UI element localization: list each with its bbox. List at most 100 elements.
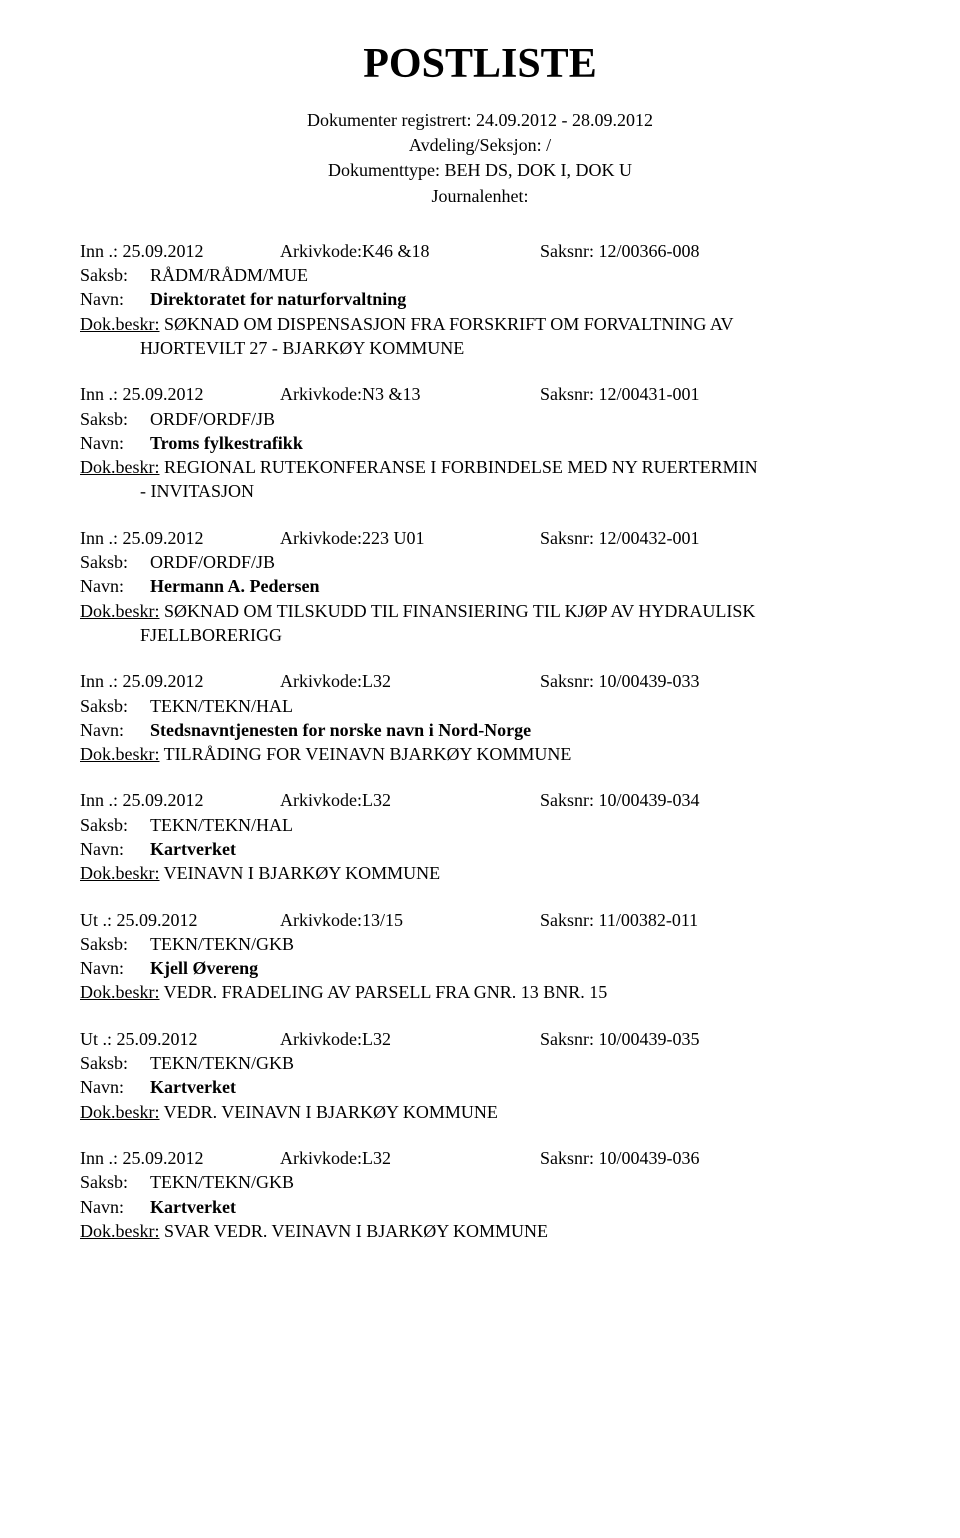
entry-top-line: Ut .: 25.09.2012Arkivkode:13/15Saksnr: 1…: [80, 908, 880, 932]
entry-saksb-line: Saksb:TEKN/TEKN/GKB: [80, 1170, 880, 1194]
dokbeskr-text1: VEDR. VEINAVN I BJARKØY KOMMUNE: [160, 1102, 498, 1122]
entry-dokbeskr-line: Dok.beskr: SVAR VEDR. VEINAVN I BJARKØY …: [80, 1219, 880, 1243]
dokbeskr-label: Dok.beskr:: [80, 314, 160, 334]
entry-prefix: Inn .: 25.09.2012: [80, 239, 280, 263]
entry-prefix: Ut .: 25.09.2012: [80, 908, 280, 932]
saksb-label: Saksb:: [80, 407, 150, 431]
dokbeskr-text1: SØKNAD OM DISPENSASJON FRA FORSKRIFT OM …: [160, 314, 734, 334]
entry-saksnr: Saksnr: 12/00431-001: [540, 382, 880, 406]
entry-top-line: Inn .: 25.09.2012Arkivkode:L32Saksnr: 10…: [80, 788, 880, 812]
entry-top-line: Ut .: 25.09.2012Arkivkode:L32Saksnr: 10/…: [80, 1027, 880, 1051]
entry-arkivkode: Arkivkode:L32: [280, 669, 540, 693]
navn-label: Navn:: [80, 956, 150, 980]
navn-label: Navn:: [80, 1195, 150, 1219]
entry-navn-line: Navn:Direktoratet for naturforvaltning: [80, 287, 880, 311]
entry-top-line: Inn .: 25.09.2012Arkivkode:L32Saksnr: 10…: [80, 1146, 880, 1170]
document-header: Dokumenter registrert: 24.09.2012 - 28.0…: [80, 108, 880, 209]
entry-prefix: Inn .: 25.09.2012: [80, 788, 280, 812]
navn-value: Direktoratet for naturforvaltning: [150, 289, 406, 309]
dokbeskr-text2: HJORTEVILT 27 - BJARKØY KOMMUNE: [80, 336, 880, 360]
navn-value: Kjell Øvereng: [150, 958, 258, 978]
navn-label: Navn:: [80, 287, 150, 311]
entry-saksb-line: Saksb:TEKN/TEKN/GKB: [80, 1051, 880, 1075]
entry-item: Inn .: 25.09.2012Arkivkode:K46 &18Saksnr…: [80, 239, 880, 360]
entry-item: Ut .: 25.09.2012Arkivkode:13/15Saksnr: 1…: [80, 908, 880, 1005]
entry-item: Inn .: 25.09.2012Arkivkode:223 U01Saksnr…: [80, 526, 880, 647]
dokbeskr-text1: VEDR. FRADELING AV PARSELL FRA GNR. 13 B…: [160, 982, 608, 1002]
navn-label: Navn:: [80, 1075, 150, 1099]
dokbeskr-text2: FJELLBORERIGG: [80, 623, 880, 647]
saksb-label: Saksb:: [80, 550, 150, 574]
entry-prefix: Inn .: 25.09.2012: [80, 382, 280, 406]
navn-label: Navn:: [80, 718, 150, 742]
dokbeskr-text1: REGIONAL RUTEKONFERANSE I FORBINDELSE ME…: [160, 457, 758, 477]
dokbeskr-label: Dok.beskr:: [80, 982, 160, 1002]
saksb-value: TEKN/TEKN/HAL: [150, 815, 293, 835]
navn-value: Hermann A. Pedersen: [150, 576, 319, 596]
entry-navn-line: Navn:Kjell Øvereng: [80, 956, 880, 980]
dokbeskr-text1: VEINAVN I BJARKØY KOMMUNE: [160, 863, 441, 883]
entry-navn-line: Navn:Troms fylkestrafikk: [80, 431, 880, 455]
entry-top-line: Inn .: 25.09.2012Arkivkode:223 U01Saksnr…: [80, 526, 880, 550]
entry-saksb-line: Saksb:ORDF/ORDF/JB: [80, 550, 880, 574]
entry-prefix: Inn .: 25.09.2012: [80, 526, 280, 550]
entry-item: Inn .: 25.09.2012Arkivkode:L32Saksnr: 10…: [80, 1146, 880, 1243]
entry-dokbeskr-line: Dok.beskr: TILRÅDING FOR VEINAVN BJARKØY…: [80, 742, 880, 766]
entry-top-line: Inn .: 25.09.2012Arkivkode:N3 &13Saksnr:…: [80, 382, 880, 406]
entry-dokbeskr-line: Dok.beskr: VEDR. VEINAVN I BJARKØY KOMMU…: [80, 1100, 880, 1124]
entry-saksb-line: Saksb:TEKN/TEKN/HAL: [80, 813, 880, 837]
saksb-label: Saksb:: [80, 263, 150, 287]
entry-dokbeskr-line: Dok.beskr: VEINAVN I BJARKØY KOMMUNE: [80, 861, 880, 885]
entry-navn-line: Navn:Kartverket: [80, 1195, 880, 1219]
saksb-label: Saksb:: [80, 1170, 150, 1194]
entry-item: Inn .: 25.09.2012Arkivkode:N3 &13Saksnr:…: [80, 382, 880, 503]
entry-saksnr: Saksnr: 10/00439-033: [540, 669, 880, 693]
header-line4: Journalenhet:: [80, 184, 880, 209]
navn-label: Navn:: [80, 837, 150, 861]
entry-dokbeskr-line: Dok.beskr: VEDR. FRADELING AV PARSELL FR…: [80, 980, 880, 1004]
entry-saksnr: Saksnr: 11/00382-011: [540, 908, 880, 932]
dokbeskr-text2: - INVITASJON: [80, 479, 880, 503]
header-line2: Avdeling/Seksjon: /: [80, 133, 880, 158]
entry-arkivkode: Arkivkode:13/15: [280, 908, 540, 932]
navn-value: Stedsnavntjenesten for norske navn i Nor…: [150, 720, 531, 740]
entry-saksnr: Saksnr: 10/00439-036: [540, 1146, 880, 1170]
entry-saksb-line: Saksb:ORDF/ORDF/JB: [80, 407, 880, 431]
entry-saksb-line: Saksb:RÅDM/RÅDM/MUE: [80, 263, 880, 287]
dokbeskr-label: Dok.beskr:: [80, 601, 160, 621]
navn-value: Kartverket: [150, 1077, 236, 1097]
entries-list: Inn .: 25.09.2012Arkivkode:K46 &18Saksnr…: [80, 239, 880, 1243]
dokbeskr-text1: SØKNAD OM TILSKUDD TIL FINANSIERING TIL …: [160, 601, 756, 621]
header-line1: Dokumenter registrert: 24.09.2012 - 28.0…: [80, 108, 880, 133]
saksb-label: Saksb:: [80, 694, 150, 718]
dokbeskr-text1: SVAR VEDR. VEINAVN I BJARKØY KOMMUNE: [160, 1221, 549, 1241]
entry-navn-line: Navn:Kartverket: [80, 837, 880, 861]
entry-dokbeskr-line: Dok.beskr: SØKNAD OM TILSKUDD TIL FINANS…: [80, 599, 880, 623]
navn-label: Navn:: [80, 431, 150, 455]
entry-saksnr: Saksnr: 12/00432-001: [540, 526, 880, 550]
saksb-value: RÅDM/RÅDM/MUE: [150, 265, 308, 285]
entry-dokbeskr-line: Dok.beskr: REGIONAL RUTEKONFERANSE I FOR…: [80, 455, 880, 479]
entry-prefix: Inn .: 25.09.2012: [80, 1146, 280, 1170]
entry-dokbeskr-line: Dok.beskr: SØKNAD OM DISPENSASJON FRA FO…: [80, 312, 880, 336]
entry-arkivkode: Arkivkode:K46 &18: [280, 239, 540, 263]
entry-top-line: Inn .: 25.09.2012Arkivkode:L32Saksnr: 10…: [80, 669, 880, 693]
header-line3: Dokumenttype: BEH DS, DOK I, DOK U: [80, 158, 880, 183]
saksb-label: Saksb:: [80, 932, 150, 956]
entry-navn-line: Navn:Hermann A. Pedersen: [80, 574, 880, 598]
navn-value: Kartverket: [150, 1197, 236, 1217]
entry-item: Inn .: 25.09.2012Arkivkode:L32Saksnr: 10…: [80, 788, 880, 885]
dokbeskr-text1: TILRÅDING FOR VEINAVN BJARKØY KOMMUNE: [160, 744, 572, 764]
saksb-label: Saksb:: [80, 813, 150, 837]
dokbeskr-label: Dok.beskr:: [80, 1102, 160, 1122]
entry-item: Inn .: 25.09.2012Arkivkode:L32Saksnr: 10…: [80, 669, 880, 766]
saksb-value: ORDF/ORDF/JB: [150, 552, 275, 572]
saksb-value: TEKN/TEKN/GKB: [150, 1053, 294, 1073]
entry-navn-line: Navn:Stedsnavntjenesten for norske navn …: [80, 718, 880, 742]
entry-arkivkode: Arkivkode:L32: [280, 1146, 540, 1170]
saksb-value: TEKN/TEKN/HAL: [150, 696, 293, 716]
entry-saksnr: Saksnr: 12/00366-008: [540, 239, 880, 263]
navn-value: Kartverket: [150, 839, 236, 859]
entry-saksnr: Saksnr: 10/00439-035: [540, 1027, 880, 1051]
saksb-label: Saksb:: [80, 1051, 150, 1075]
